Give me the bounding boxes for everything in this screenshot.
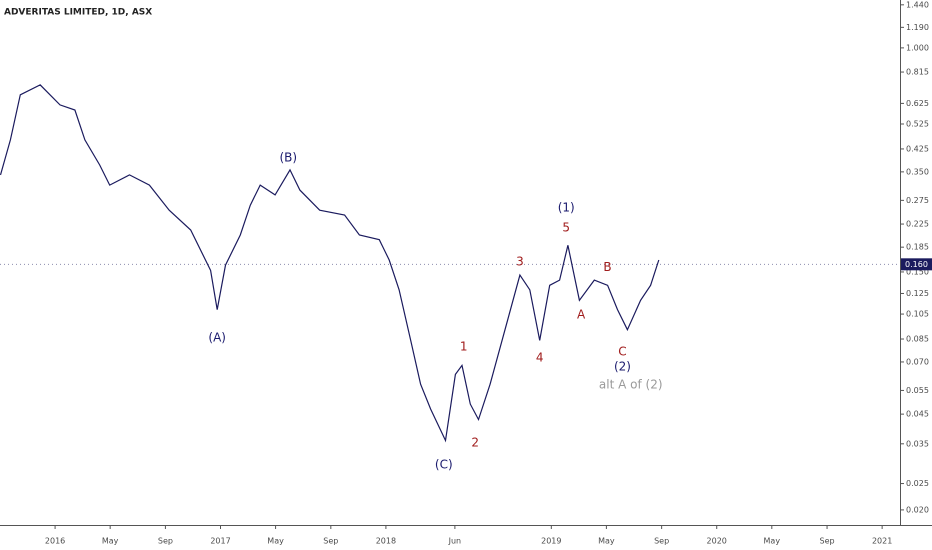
- wave-label: (1): [558, 200, 575, 214]
- chart-title: ADVERITAS LIMITED, 1D, ASX: [4, 8, 152, 18]
- x-tick-label: May: [764, 537, 781, 546]
- y-tick-label: 0.105: [906, 310, 929, 319]
- x-tick-label: 2018: [376, 537, 396, 546]
- y-tick-label: 0.070: [906, 357, 929, 366]
- wave-label: 4: [536, 351, 544, 365]
- x-tick-label: 2021: [872, 537, 892, 546]
- wave-label: (C): [435, 458, 453, 472]
- x-tick-label: Sep: [323, 537, 338, 546]
- wave-label: alt A of (2): [599, 378, 663, 392]
- y-tick-label: 0.025: [906, 479, 929, 488]
- y-tick-label: 0.225: [906, 220, 929, 229]
- x-tick-label: 2016: [45, 537, 65, 546]
- wave-label: (A): [208, 331, 226, 345]
- x-tick-label: Sep: [820, 537, 835, 546]
- y-tick-label: 0.275: [906, 196, 929, 205]
- x-tick-label: May: [102, 537, 119, 546]
- x-tick-label: Jun: [448, 537, 462, 546]
- y-tick-label: 0.625: [906, 99, 929, 108]
- y-tick-label: 0.045: [906, 410, 929, 419]
- wave-label: 5: [562, 220, 570, 234]
- y-tick-label: 0.185: [906, 243, 929, 252]
- wave-label: 2: [471, 436, 479, 450]
- wave-label: A: [577, 308, 586, 322]
- x-tick-label: 2019: [541, 537, 561, 546]
- x-tick-label: 2017: [210, 537, 230, 546]
- wave-label: 1: [460, 340, 468, 354]
- y-tick-label: 1.000: [906, 43, 929, 52]
- wave-label: (2): [614, 360, 631, 374]
- last-price-badge: [901, 258, 932, 271]
- y-tick-label: 1.190: [906, 23, 929, 32]
- y-tick-label: 0.020: [906, 505, 929, 514]
- x-tick-label: May: [598, 537, 615, 546]
- y-tick-label: 1.440: [906, 0, 929, 9]
- y-tick-label: 0.815: [906, 68, 929, 77]
- price-line: [0, 84, 660, 443]
- y-tick-label: 0.350: [906, 167, 929, 176]
- x-tick-label: Sep: [654, 537, 669, 546]
- y-tick-label: 0.085: [906, 335, 929, 344]
- y-tick-label: 0.055: [906, 386, 929, 395]
- last-price-label: 0.160: [905, 260, 928, 269]
- y-tick-label: 0.125: [906, 289, 929, 298]
- wave-label: C: [618, 345, 626, 359]
- y-tick-label: 0.525: [906, 119, 929, 128]
- wave-label: B: [603, 260, 611, 274]
- x-tick-label: Sep: [158, 537, 173, 546]
- x-tick-label: May: [267, 537, 284, 546]
- y-tick-label: 0.150: [906, 267, 929, 276]
- x-tick-label: 2020: [707, 537, 727, 546]
- wave-label: 3: [516, 255, 524, 269]
- wave-label: (B): [280, 150, 298, 164]
- y-tick-label: 0.425: [906, 144, 929, 153]
- y-tick-label: 0.035: [906, 439, 929, 448]
